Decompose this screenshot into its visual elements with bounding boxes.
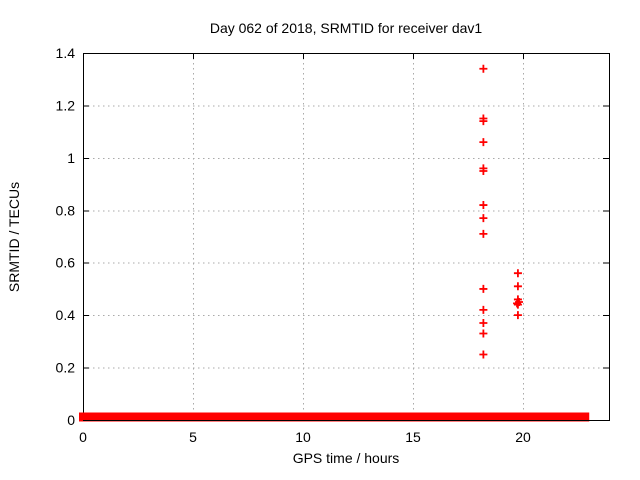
y-tick-label: 0.8 [56,202,76,218]
data-point-marker [479,329,488,338]
data-point-marker [479,138,488,147]
data-point-marker [479,319,488,328]
data-point-marker [479,229,488,238]
data-point-marker [479,305,488,314]
x-tick-label: 10 [295,429,311,445]
data-point-marker [513,311,522,320]
y-tick-label: 0.4 [56,307,76,323]
data-point-marker [479,166,488,175]
x-tick-label: 0 [79,429,87,445]
x-tick-label: 5 [189,429,197,445]
y-tick-label: 1.4 [56,45,76,61]
x-tick-label: 20 [515,429,531,445]
chart-title: Day 062 of 2018, SRMTID for receiver dav… [209,20,483,36]
y-tick-label: 0 [67,412,75,428]
data-point-marker [479,350,488,359]
x-axis-label: GPS time / hours [292,450,400,466]
plot-border [83,53,610,421]
data-point-marker [479,64,488,73]
data-point-marker [513,269,522,278]
data-point-marker [479,201,488,210]
x-tick-label: 15 [405,429,421,445]
zero-line-segment [79,412,487,422]
y-tick-label: 1.2 [56,97,76,113]
data-point-marker [479,117,488,126]
zero-line-segment [517,412,590,422]
data-point-marker [479,214,488,223]
y-tick-label: 1 [67,150,75,166]
y-tick-label: 0.2 [56,360,76,376]
data-point-marker [513,300,522,309]
data-point-marker [479,284,488,293]
zero-line-segment [484,412,521,422]
data-point-marker [513,282,522,291]
y-tick-label: 0.6 [56,255,76,271]
